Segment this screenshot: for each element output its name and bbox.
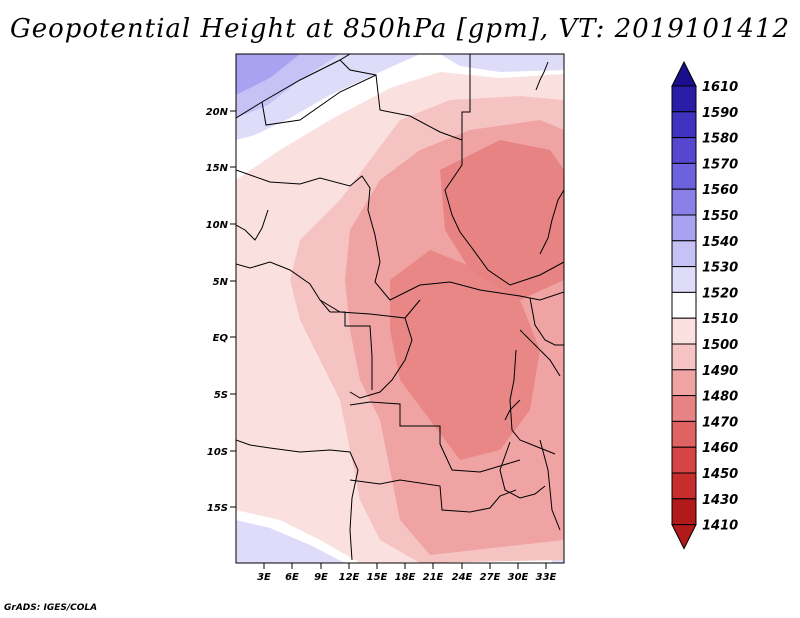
lat-label-15n: 15N bbox=[206, 163, 229, 174]
colorbar-swatch bbox=[671, 291, 697, 319]
colorbar-swatch bbox=[671, 162, 697, 190]
colorbar-label: 1540 bbox=[702, 235, 738, 250]
colorbar-swatch bbox=[671, 498, 697, 526]
colorbar-label: 1470 bbox=[702, 415, 738, 430]
colorbar-label: 1490 bbox=[702, 364, 738, 379]
country-borders bbox=[236, 54, 564, 561]
colorbar-swatch bbox=[671, 472, 697, 500]
longitude-axis: 3E 6E 9E 12E 15E 18E 21E 24E 27E 30E 33E bbox=[257, 563, 557, 583]
colorbar-label: 1480 bbox=[702, 390, 738, 405]
colorbar-label: 1500 bbox=[702, 338, 738, 353]
colorbar-swatch bbox=[671, 420, 697, 448]
lat-label-10n: 10N bbox=[206, 220, 229, 231]
colorbar-label: 1510 bbox=[702, 312, 738, 327]
colorbar-swatch bbox=[671, 137, 697, 164]
lat-label-eq: EQ bbox=[213, 333, 229, 344]
colorbar-label: 1410 bbox=[702, 519, 738, 534]
colorbar-swatch bbox=[671, 266, 697, 293]
colorbar-label: 1450 bbox=[702, 467, 738, 482]
map-frame bbox=[235, 53, 565, 564]
colorbar-swatch bbox=[671, 317, 697, 345]
colorbar-min-triangle bbox=[671, 524, 697, 550]
colorbar-label: 1530 bbox=[702, 261, 738, 276]
colorbar-label: 1590 bbox=[702, 106, 738, 121]
colorbar-swatch bbox=[671, 85, 697, 113]
lat-label-5n: 5N bbox=[213, 277, 229, 288]
colorbar-swatch bbox=[671, 240, 697, 268]
lon-label-9e: 9E bbox=[314, 572, 328, 583]
height-field bbox=[236, 54, 564, 563]
lon-label-12e: 12E bbox=[339, 572, 360, 583]
lon-label-18e: 18E bbox=[395, 572, 416, 583]
map-title: Geopotential Height at 850hPa [gpm], VT:… bbox=[9, 14, 791, 44]
colorbar-label: 1580 bbox=[702, 132, 738, 147]
colorbar-swatch bbox=[671, 343, 697, 371]
colorbar-swatch bbox=[671, 214, 697, 242]
colorbar-swatch bbox=[671, 111, 697, 139]
lon-label-6e: 6E bbox=[285, 572, 299, 583]
lat-label-20n: 20N bbox=[206, 107, 229, 118]
lon-label-15e: 15E bbox=[367, 572, 388, 583]
colorbar-swatch bbox=[671, 395, 697, 422]
colorbar-swatch bbox=[671, 446, 697, 474]
lat-label-10s: 10S bbox=[207, 447, 228, 458]
grads-credit: GrADS: IGES/COLA bbox=[4, 603, 98, 613]
colorbar-label: 1430 bbox=[702, 493, 738, 508]
lon-label-24e: 24E bbox=[452, 572, 473, 583]
colorbar-label: 1570 bbox=[702, 157, 738, 172]
lon-label-33e: 33E bbox=[536, 572, 557, 583]
lon-label-3e: 3E bbox=[257, 572, 271, 583]
lat-label-5s: 5S bbox=[214, 390, 228, 401]
colorbar-swatch bbox=[671, 369, 697, 397]
latitude-axis: 20N 15N 10N 5N EQ 5S 10S 15S bbox=[206, 107, 236, 514]
colorbar-swatch bbox=[671, 188, 697, 216]
colorbar-label: 1460 bbox=[702, 441, 738, 456]
colorbar: 1610 1590 1580 1570 1560 1550 1540 1530 1520 1510… bbox=[671, 60, 738, 550]
colorbar-max-triangle bbox=[671, 60, 697, 87]
lon-label-21e: 21E bbox=[423, 572, 444, 583]
colorbar-label: 1550 bbox=[702, 209, 738, 224]
lon-label-30e: 30E bbox=[508, 572, 529, 583]
lat-label-15s: 15S bbox=[207, 503, 228, 514]
colorbar-label: 1520 bbox=[702, 286, 738, 301]
colorbar-label: 1560 bbox=[702, 183, 738, 198]
lon-label-27e: 27E bbox=[480, 572, 501, 583]
colorbar-label: 1610 bbox=[702, 80, 738, 95]
